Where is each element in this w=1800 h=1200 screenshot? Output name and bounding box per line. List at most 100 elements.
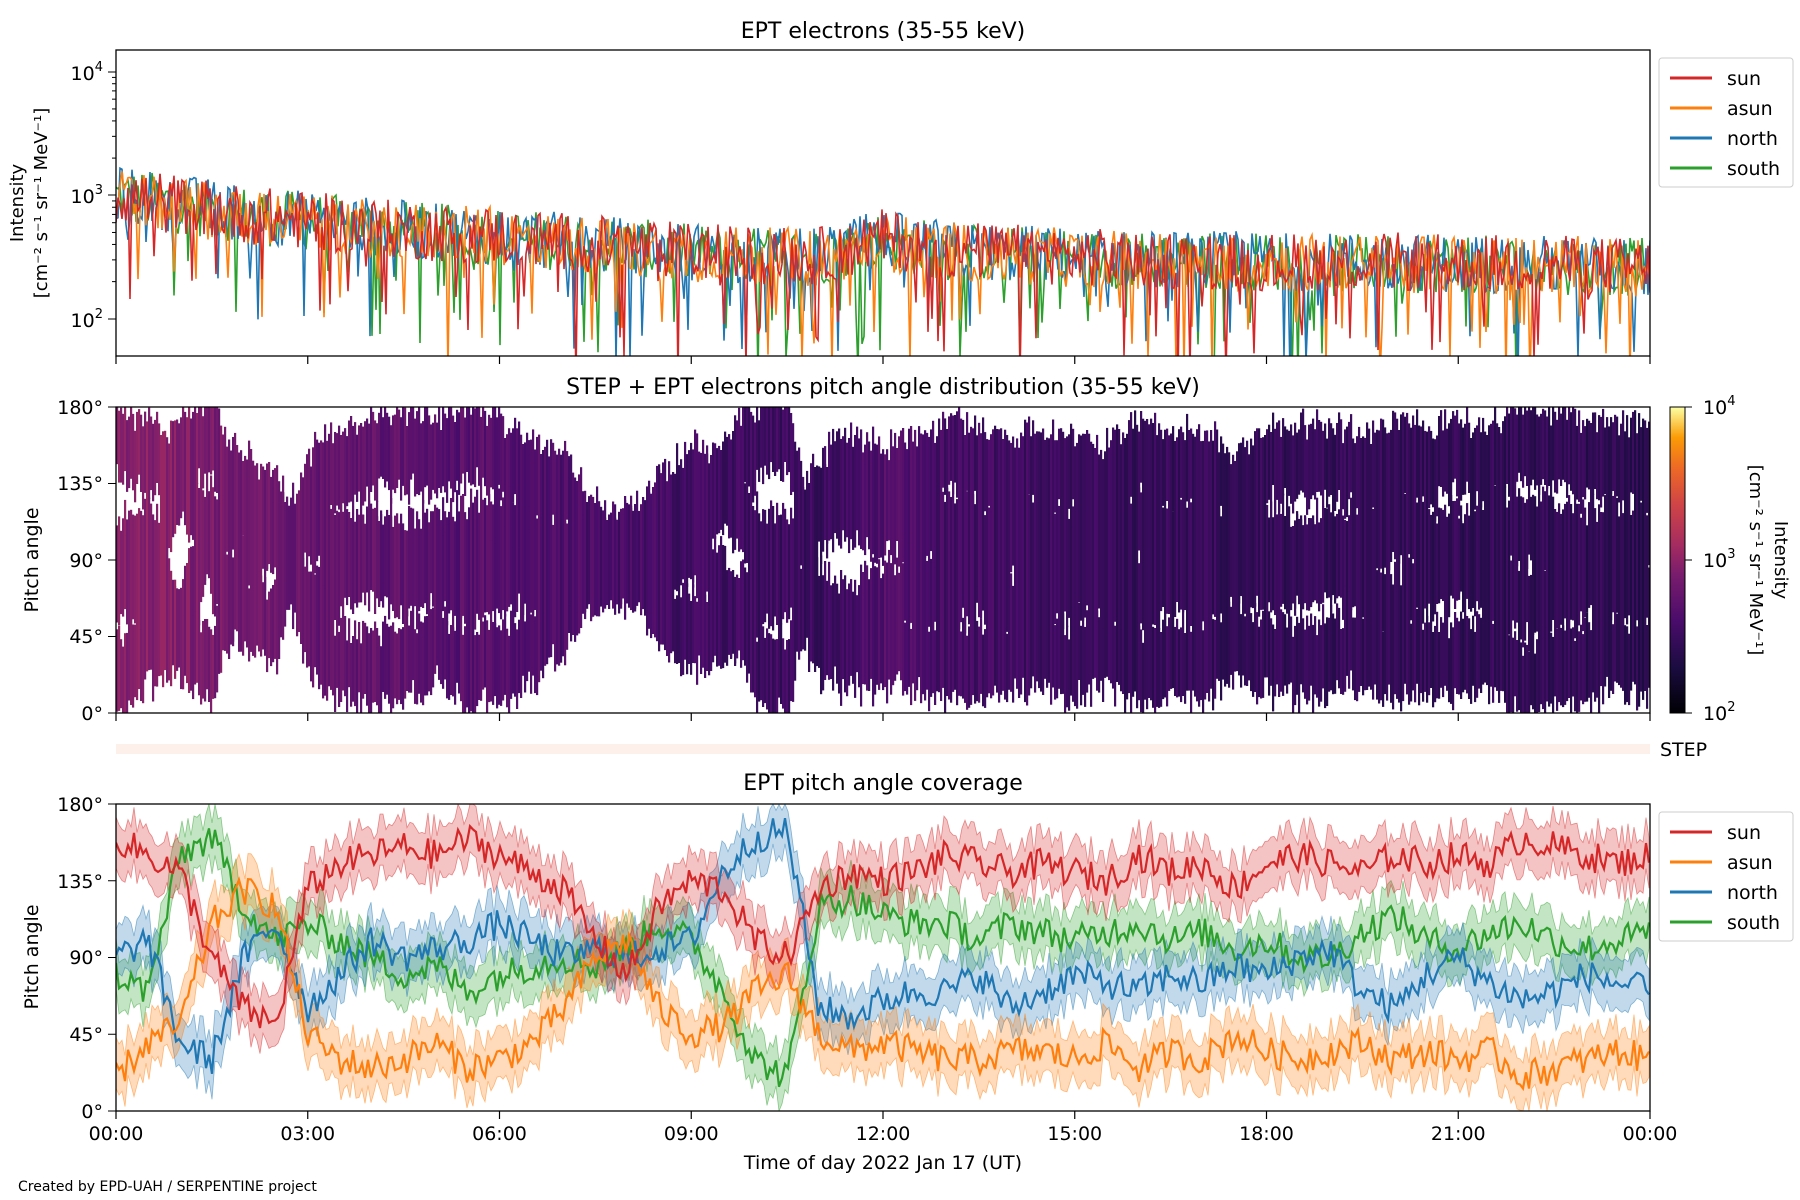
heatmap-cell xyxy=(1288,506,1291,591)
heatmap-cell xyxy=(838,593,841,665)
heatmap-cell xyxy=(500,413,503,501)
heatmap-cell xyxy=(920,623,923,704)
heatmap-cell xyxy=(1178,429,1181,503)
heatmap-cell xyxy=(1310,423,1313,500)
heatmap-cell xyxy=(1544,632,1547,713)
heatmap-cell xyxy=(1198,424,1201,502)
heatmap-cell xyxy=(228,579,231,659)
heatmap-cell xyxy=(204,407,207,474)
heatmap-cell xyxy=(1468,515,1471,598)
heatmap-cell xyxy=(270,492,273,570)
heatmap-cell xyxy=(186,417,189,503)
heatmap-cell xyxy=(996,498,999,569)
heatmap-cell xyxy=(1038,484,1041,569)
heatmap-cell xyxy=(1376,493,1379,569)
heatmap-cell xyxy=(1510,560,1513,646)
heatmap-cell xyxy=(1368,428,1371,518)
heatmap-cell xyxy=(1104,490,1107,574)
heatmap-cell xyxy=(686,454,689,534)
heatmap-cell xyxy=(158,603,161,677)
heatmap-cell xyxy=(434,414,437,494)
heatmap-cell xyxy=(1554,557,1557,639)
heatmap-cell xyxy=(924,632,927,701)
heatmap-cell xyxy=(1296,432,1299,499)
heatmap-cell xyxy=(1562,509,1565,576)
heatmap-cell xyxy=(790,530,793,608)
heatmap-cell xyxy=(312,447,315,528)
heatmap-cell xyxy=(166,612,169,683)
heatmap-cell xyxy=(1448,423,1451,507)
heatmap-cell xyxy=(1110,501,1113,588)
heatmap-cell xyxy=(358,514,361,593)
heatmap-cell xyxy=(508,635,511,713)
heatmap-cell xyxy=(978,487,981,574)
heatmap-cell xyxy=(364,421,367,502)
heatmap-cell xyxy=(992,620,995,696)
heatmap-cell xyxy=(594,516,597,606)
heatmap-cell xyxy=(1124,438,1127,519)
heatmap-cell xyxy=(1422,501,1425,577)
heatmap-cell xyxy=(218,478,221,554)
heatmap-cell xyxy=(1098,617,1101,693)
heatmap-cell xyxy=(960,418,963,502)
heatmap-cell xyxy=(1314,429,1317,500)
heatmap-cell xyxy=(356,639,359,713)
heatmap-cell xyxy=(724,431,727,509)
heatmap-cell xyxy=(744,483,747,564)
heatmap-cell xyxy=(1148,625,1151,698)
heatmap-cell xyxy=(1320,518,1323,604)
heatmap-cell xyxy=(404,542,407,625)
heatmap-cell xyxy=(188,471,191,543)
heatmap-cell xyxy=(126,632,129,713)
heatmap-cell xyxy=(1508,500,1511,570)
heatmap-cell xyxy=(1036,613,1039,682)
heatmap-cell xyxy=(1052,558,1055,635)
heatmap-cell xyxy=(938,418,941,496)
heatmap-cell xyxy=(1024,550,1027,632)
heatmap-cell xyxy=(680,459,683,529)
heatmap-cell xyxy=(172,461,175,538)
heatmap-cell xyxy=(718,451,721,520)
heatmap-cell xyxy=(1194,436,1197,525)
heatmap-cell xyxy=(1028,621,1031,696)
heatmap-cell xyxy=(1590,423,1593,507)
heatmap-cell xyxy=(1518,618,1521,711)
heatmap-cell xyxy=(1118,613,1121,685)
heatmap-cell xyxy=(782,535,785,620)
heatmap-cell xyxy=(1028,494,1031,571)
heatmap-cell xyxy=(1616,416,1619,497)
heatmap-cell xyxy=(740,425,743,505)
heatmap-cell xyxy=(416,633,419,705)
heatmap-cell xyxy=(654,566,657,638)
heatmap-cell xyxy=(1278,505,1281,580)
heatmap-cell xyxy=(898,572,901,636)
heatmap-cell xyxy=(1062,613,1065,694)
heatmap-cell xyxy=(1130,503,1133,577)
xtick-label-0600: 06:00 xyxy=(472,1123,527,1145)
heatmap-cell xyxy=(1102,481,1105,573)
heatmap-cell xyxy=(952,478,955,573)
heatmap-cell xyxy=(924,549,927,635)
heatmap-cell xyxy=(904,542,907,621)
heatmap-cell xyxy=(836,583,839,667)
heatmap-cell xyxy=(1522,561,1525,648)
heatmap-cell xyxy=(1366,422,1369,511)
heatmap-cell xyxy=(346,509,349,593)
heatmap-cell xyxy=(1040,618,1043,692)
heatmap-cell xyxy=(378,635,381,713)
heatmap-cell xyxy=(612,532,615,599)
heatmap-cell xyxy=(160,585,163,676)
heatmap-cell xyxy=(962,617,965,699)
heatmap-cell xyxy=(650,493,653,557)
heatmap-cell xyxy=(1568,495,1571,572)
heatmap-cell xyxy=(128,635,131,701)
heatmap-cell xyxy=(1192,487,1195,581)
heatmap-cell xyxy=(1542,408,1545,480)
heatmap-cell xyxy=(292,531,295,607)
heatmap-cell xyxy=(382,621,385,692)
heatmap-cell xyxy=(1462,618,1465,693)
heatmap-cell xyxy=(128,510,131,591)
heatmap-cell xyxy=(1122,490,1125,570)
heatmap-cell xyxy=(1612,495,1615,570)
heatmap-cell xyxy=(1436,523,1439,590)
